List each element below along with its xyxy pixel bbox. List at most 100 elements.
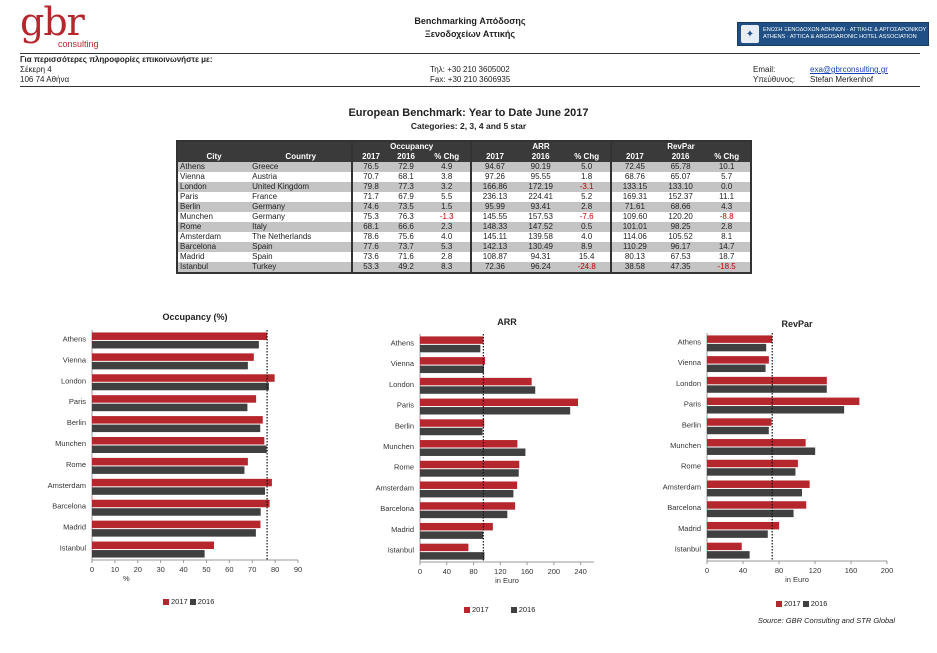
- occupancy-x-tick-label: 90: [294, 565, 302, 574]
- cell-rev-2016: 133.10: [657, 182, 704, 192]
- cell-arr-2016: 224.41: [517, 192, 564, 202]
- association-name-greek: ΕΝΩΣΗ ΞΕΝΟΔΟΧΩΝ ΑΘΗΝΩΝ · ΑΤΤΙΚΗΣ & ΑΡΓΟΣ…: [763, 27, 927, 33]
- cell-rev-chg: 5.7: [703, 172, 751, 182]
- revpar-bar-2016: [707, 385, 827, 393]
- cell-city: Amsterdam: [177, 232, 251, 242]
- col-header-rev-2017: 2017: [609, 152, 658, 162]
- arr-x-tick-label: 240: [574, 567, 587, 576]
- contact-fax: Fax: +30 210 3606935: [430, 75, 511, 84]
- occupancy-bar-2016: [92, 466, 245, 474]
- cell-occ-2016: 71.6: [388, 252, 424, 262]
- legend-swatch-2016: [802, 600, 809, 607]
- cell-occ-chg: 5.5: [423, 192, 472, 202]
- cell-city: Paris: [177, 192, 251, 202]
- arr-bar-2016: [420, 489, 514, 498]
- cell-occ-chg: 2.3: [423, 222, 472, 232]
- table-column-header-row: City Country 2017 2016 % Chg 2017 2016 %…: [177, 152, 751, 162]
- contact-city: 106 74 Αθήνα: [20, 75, 70, 84]
- cell-arr-2017: 72.36: [470, 262, 518, 273]
- occupancy-category-label: Istanbul: [60, 544, 87, 553]
- arr-bar-2016: [420, 469, 519, 477]
- arr-x-tick-label: 40: [443, 567, 451, 576]
- contact-street: Σέκερη 4: [20, 65, 52, 74]
- contact-person-label: Υπεύθυνος:: [753, 75, 796, 84]
- arr-bar-2017: [420, 357, 486, 365]
- cell-arr-2016: 139.58: [517, 232, 564, 242]
- occupancy-category-label: Berlin: [67, 418, 86, 427]
- revpar-category-label: Rome: [681, 462, 701, 471]
- association-name-english: ATHENS · ATTICA & ARGOSARONIC HOTEL ASSO…: [763, 34, 917, 40]
- cell-country: Italy: [250, 222, 353, 232]
- revpar-bar-2017: [707, 480, 810, 488]
- benchmark-title: European Benchmark: Year to Date June 20…: [348, 107, 589, 119]
- arr-x-tick-label: 200: [548, 567, 561, 576]
- benchmark-table: Occupancy ARR RevPar City Country 2017 2…: [176, 140, 752, 274]
- cell-city: London: [177, 182, 251, 192]
- cell-arr-chg: 5.0: [563, 162, 611, 172]
- cell-rev-2016: 105.52: [657, 232, 704, 242]
- cell-arr-chg: 8.9: [563, 242, 611, 252]
- cell-occ-2017: 73.6: [351, 252, 389, 262]
- occupancy-bar-2017: [92, 374, 275, 382]
- occupancy-legend: 2017 2016: [163, 597, 214, 606]
- arr-category-label: Barcelona: [380, 504, 415, 513]
- revpar-bar-2017: [707, 501, 807, 509]
- arr-category-label: Berlin: [395, 421, 414, 430]
- occupancy-chart-title: Occupancy (%): [162, 312, 228, 322]
- cell-country: The Netherlands: [250, 232, 353, 242]
- arr-bar-2017: [420, 460, 520, 469]
- contact-person-name: Stefan Merkenhof: [810, 75, 874, 84]
- table-row: Paris France 71.7 67.9 5.5 236.13 224.41 5.2 169…: [177, 192, 751, 202]
- revpar-category-label: Athens: [678, 337, 702, 346]
- table-row: Vienna Austria 70.7 68.1 3.8 97.26 95.55 1.8 68.…: [177, 172, 751, 182]
- arr-x-tick-label: 160: [521, 567, 534, 576]
- occupancy-bar-2016: [92, 508, 261, 516]
- arr-legend: 2017 2016: [464, 605, 535, 614]
- col-header-occ-2016: 2016: [388, 152, 424, 162]
- cell-rev-chg: 2.8: [703, 222, 751, 232]
- table-row: Barcelona Spain 77.6 73.7 5.3 142.13 130.49 8.9…: [177, 242, 751, 252]
- cell-arr-2017: 166.86: [470, 182, 518, 192]
- email-label: Email:: [753, 65, 776, 74]
- email-link[interactable]: exa@gbrconsulting.gr: [810, 65, 888, 74]
- occupancy-bar-2017: [92, 520, 261, 529]
- arr-bar-2017: [420, 419, 485, 427]
- cell-country: United Kingdom: [250, 182, 353, 192]
- cell-arr-chg: -7.6: [563, 212, 611, 222]
- cell-arr-2017: 94.67: [470, 162, 518, 172]
- table-group-header-row: Occupancy ARR RevPar: [177, 141, 751, 152]
- arr-bar-2016: [420, 552, 485, 560]
- cell-occ-2017: 75.3: [351, 212, 389, 222]
- col-header-arr-chg: % Chg: [563, 152, 611, 162]
- cell-arr-chg: 4.0: [563, 232, 611, 242]
- cell-rev-chg: -18.5: [703, 262, 751, 273]
- table-row: Rome Italy 68.1 66.6 2.3 148.33 147.52 0.5 101.0…: [177, 222, 751, 232]
- revpar-x-tick-label: 200: [881, 566, 894, 575]
- arr-category-label: Amsterdam: [376, 483, 414, 492]
- occupancy-bar-2016: [92, 403, 248, 412]
- occupancy-bar-2016: [92, 424, 261, 433]
- cell-rev-2017: 133.15: [609, 182, 658, 192]
- legend-label-2017: 2017: [784, 599, 801, 608]
- cell-occ-2016: 76.3: [388, 212, 424, 222]
- arr-category-label: Athens: [391, 338, 415, 347]
- cell-arr-chg: -24.8: [563, 262, 611, 273]
- cell-occ-2017: 70.7: [351, 172, 389, 182]
- cell-occ-chg: 3.2: [423, 182, 472, 192]
- table-row: Berlin Germany 74.6 73.5 1.5 95.99 93.41 2.8 71.…: [177, 202, 751, 212]
- occupancy-bar-2016: [92, 361, 248, 370]
- cell-occ-2017: 71.7: [351, 192, 389, 202]
- revpar-bar-2017: [707, 542, 742, 551]
- revpar-bar-2016: [707, 488, 802, 497]
- arr-bar-2017: [420, 522, 493, 531]
- cell-rev-chg: 4.3: [703, 202, 751, 212]
- cell-city: Istanbul: [177, 262, 251, 273]
- cell-rev-2017: 109.60: [609, 212, 658, 222]
- cell-arr-2017: 236.13: [470, 192, 518, 202]
- legend-label-2016: 2016: [810, 599, 828, 608]
- revpar-bar-2016: [707, 509, 794, 518]
- legend-label-2017: 2017: [171, 597, 188, 606]
- table-row: Istanbul Turkey 53.3 49.2 8.3 72.36 96.24 -24.8…: [177, 262, 751, 273]
- occupancy-x-axis-label: %: [123, 574, 130, 583]
